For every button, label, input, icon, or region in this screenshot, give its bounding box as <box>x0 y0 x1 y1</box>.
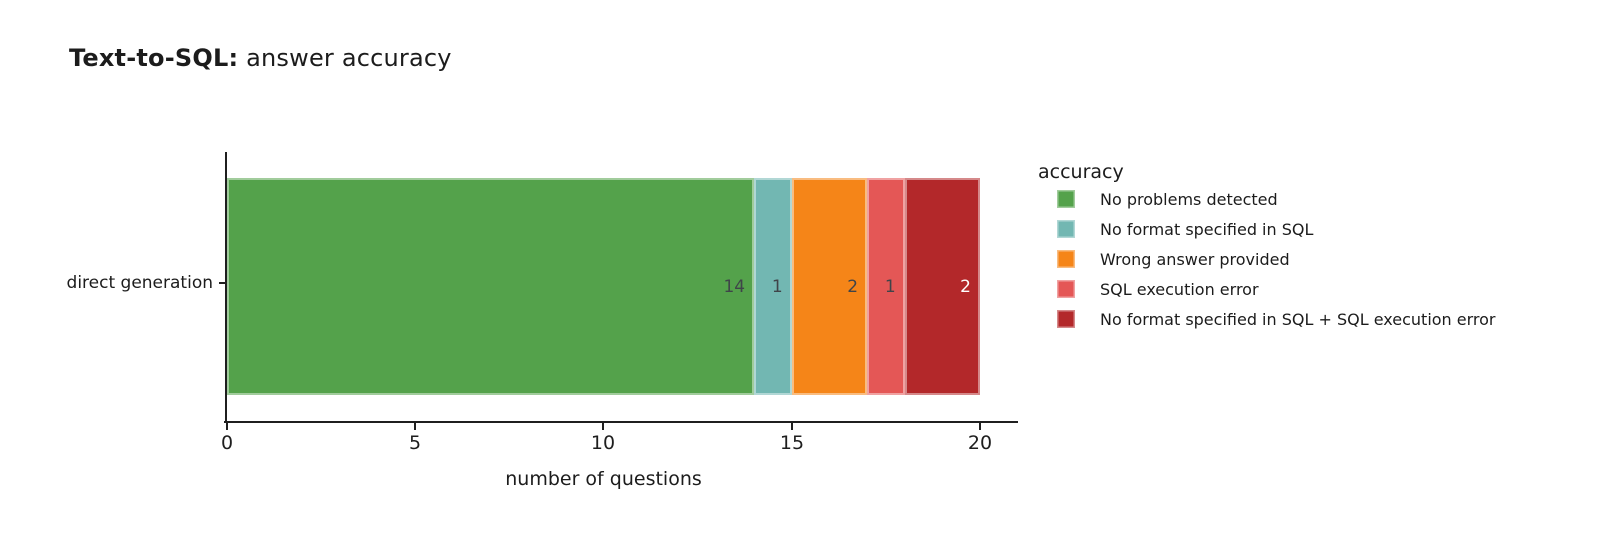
y-axis-line <box>225 152 227 423</box>
legend-title: accuracy <box>1038 161 1124 183</box>
legend-swatch-icon <box>1057 220 1075 238</box>
legend: accuracy No problems detected No format … <box>1038 160 1496 334</box>
chart-title-regular: answer accuracy <box>238 44 452 72</box>
x-tick-5 <box>414 423 416 430</box>
stacked-bar: 14 1 2 1 2 <box>227 178 980 395</box>
legend-swatch-icon <box>1057 190 1075 208</box>
x-tick-label: 0 <box>220 432 234 454</box>
legend-item-label: Wrong answer provided <box>1100 249 1290 269</box>
x-tick-label: 5 <box>408 432 422 454</box>
bar-value-label: 1 <box>884 276 896 297</box>
x-tick-15 <box>791 423 793 430</box>
bar-value-label: 2 <box>960 276 971 297</box>
x-axis-title: number of questions <box>505 468 702 490</box>
legend-item-label: SQL execution error <box>1100 279 1259 299</box>
legend-item: Wrong answer provided <box>1038 244 1496 274</box>
legend-item-label: No problems detected <box>1100 189 1278 209</box>
x-tick-label: 15 <box>779 432 805 454</box>
bar-value-label: 14 <box>723 276 746 297</box>
legend-item: No format specified in SQL + SQL executi… <box>1038 304 1496 334</box>
bar-segment-no-format: 1 <box>754 178 792 395</box>
chart-title: Text-to-SQL: answer accuracy <box>69 44 452 72</box>
x-tick-20 <box>979 423 981 430</box>
x-tick-10 <box>602 423 604 430</box>
y-category-label: direct generation <box>66 273 213 293</box>
y-tick <box>219 282 227 284</box>
chart-title-bold: Text-to-SQL: <box>69 44 239 72</box>
x-tick-label: 20 <box>967 432 993 454</box>
x-tick-0 <box>226 423 228 430</box>
x-tick-label: 10 <box>590 432 616 454</box>
legend-item: No format specified in SQL <box>1038 214 1496 244</box>
bar-segment-wrong-answer: 2 <box>791 178 868 395</box>
legend-item-label: No format specified in SQL <box>1100 219 1314 239</box>
legend-item: No problems detected <box>1038 184 1496 214</box>
legend-item: SQL execution error <box>1038 274 1496 304</box>
bar-value-label: 1 <box>771 276 783 297</box>
legend-swatch-icon <box>1057 280 1075 298</box>
x-axis-line <box>224 421 1018 423</box>
legend-swatch-icon <box>1057 310 1075 328</box>
legend-item-label: No format specified in SQL + SQL executi… <box>1100 309 1496 329</box>
bar-segment-no-problems: 14 <box>227 178 755 395</box>
bar-segment-no-format-plus-sql-error: 2 <box>904 178 980 395</box>
bar-value-label: 2 <box>847 276 859 297</box>
bar-segment-sql-error: 1 <box>867 178 905 395</box>
legend-swatch-icon <box>1057 250 1075 268</box>
